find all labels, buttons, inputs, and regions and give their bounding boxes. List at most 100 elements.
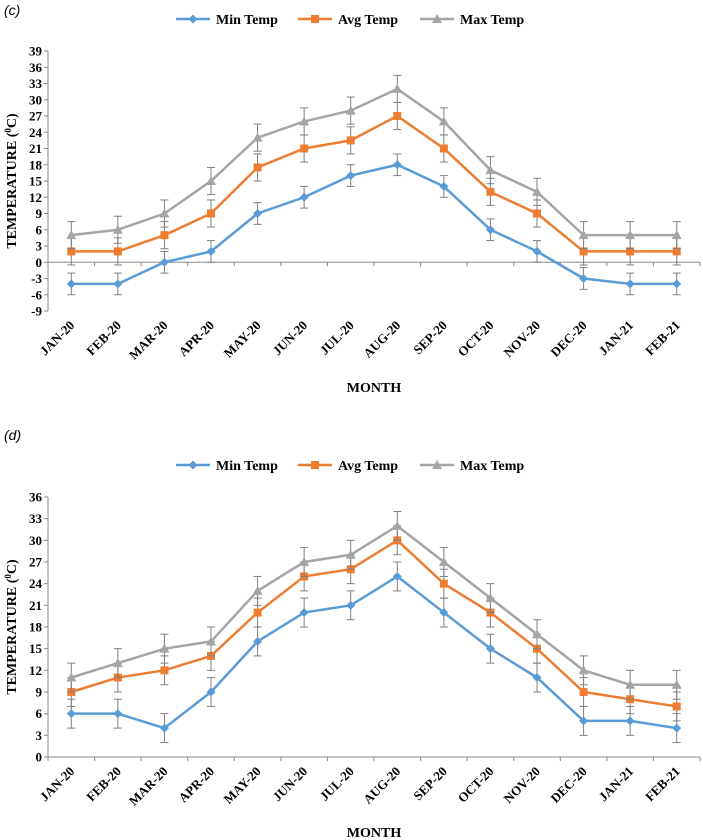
y-tick-label: 12 bbox=[29, 663, 42, 678]
data-point bbox=[579, 688, 588, 696]
data-point bbox=[67, 247, 76, 256]
data-point bbox=[486, 187, 495, 196]
y-tick-label: 24 bbox=[29, 576, 43, 591]
legend-label: Min Temp bbox=[216, 13, 278, 28]
series-line bbox=[70, 524, 677, 687]
y-tick-label: 0 bbox=[36, 255, 43, 270]
data-point bbox=[66, 672, 77, 682]
y-tick-label: 33 bbox=[29, 76, 43, 91]
y-tick-label: 21 bbox=[29, 141, 42, 156]
y-tick-label: 3 bbox=[36, 728, 43, 743]
data-point bbox=[579, 274, 589, 283]
data-point bbox=[672, 247, 681, 256]
y-axis-title-main: TEMPERATURE ( bbox=[5, 132, 20, 248]
panel-label-d: (d) bbox=[4, 427, 22, 443]
y-axis-title-end: C) bbox=[5, 113, 20, 128]
data-point bbox=[439, 579, 448, 588]
y-tick-label: 36 bbox=[29, 490, 43, 505]
x-tick-label: JAN-21 bbox=[596, 318, 637, 359]
x-tick-label: JAN-20 bbox=[37, 764, 78, 805]
x-tick-label: DEC-20 bbox=[547, 318, 589, 360]
x-tick-label: JUN-20 bbox=[270, 764, 311, 805]
data-point bbox=[438, 557, 449, 566]
data-point bbox=[439, 144, 448, 153]
data-point bbox=[532, 186, 542, 196]
data-point bbox=[112, 658, 123, 668]
data-point bbox=[206, 176, 216, 185]
y-tick-label: 18 bbox=[29, 157, 43, 172]
series-square bbox=[67, 101, 681, 266]
data-point bbox=[159, 643, 170, 653]
data-point bbox=[159, 208, 170, 218]
chart-d-svg: Min Temp Avg Temp Max Temp0369121518212427… bbox=[3, 459, 701, 840]
y-tick-label: 27 bbox=[29, 109, 43, 124]
data-point bbox=[579, 247, 588, 256]
y-tick-label: 6 bbox=[36, 222, 43, 237]
data-point bbox=[66, 279, 76, 289]
legend-marker-square bbox=[311, 461, 319, 469]
data-point bbox=[206, 636, 216, 646]
x-tick-label: MAY-20 bbox=[221, 764, 264, 807]
legend-label: Avg Temp bbox=[338, 13, 398, 28]
x-tick-label: FEB-20 bbox=[83, 318, 124, 359]
legend-marker-square bbox=[311, 15, 319, 23]
data-point bbox=[253, 163, 262, 172]
data-point bbox=[485, 593, 496, 603]
x-tick-label: SEP-20 bbox=[410, 318, 450, 358]
y-tick-label: -3 bbox=[31, 271, 42, 286]
data-point bbox=[159, 257, 169, 267]
chart-c-svg: Min Temp Avg Temp Max Temp-9-6-30369121518… bbox=[3, 13, 701, 396]
data-point bbox=[625, 279, 635, 289]
y-axis-title: TEMPERATURE (0C) bbox=[3, 559, 20, 695]
series-line bbox=[71, 574, 677, 730]
data-point bbox=[672, 723, 682, 733]
x-tick-label: JUL-20 bbox=[317, 764, 357, 804]
data-point bbox=[532, 246, 542, 256]
data-point bbox=[626, 247, 635, 256]
data-point bbox=[113, 247, 122, 256]
series-line bbox=[71, 87, 677, 237]
y-tick-label: 15 bbox=[29, 641, 43, 656]
x-tick-label: JUN-20 bbox=[270, 318, 311, 359]
y-axis-title-end: C) bbox=[5, 559, 20, 574]
data-point bbox=[671, 679, 682, 689]
x-tick-label: MAR-20 bbox=[126, 764, 171, 809]
data-point bbox=[112, 224, 123, 234]
data-point bbox=[206, 687, 216, 697]
y-tick-label: -6 bbox=[31, 287, 42, 302]
x-tick-label: MAR-20 bbox=[126, 318, 171, 363]
x-tick-label: JAN-20 bbox=[37, 318, 78, 359]
data-point bbox=[485, 165, 496, 175]
data-point bbox=[299, 557, 310, 566]
data-point bbox=[160, 666, 169, 675]
y-tick-label: 39 bbox=[29, 44, 43, 59]
chart-panel-d: (d) Min Temp Avg Temp Max Temp 0 3 6 9 12 15 18 21… bbox=[0, 425, 703, 840]
x-tick-label: OCT-20 bbox=[455, 764, 497, 806]
legend-marker-triangle bbox=[432, 14, 442, 23]
x-tick-label: MAY-20 bbox=[221, 318, 264, 361]
data-point bbox=[672, 279, 682, 289]
data-point bbox=[392, 520, 403, 530]
series-diamond bbox=[66, 153, 682, 296]
y-tick-label: 33 bbox=[29, 511, 43, 526]
x-tick-label: APR-20 bbox=[175, 764, 217, 806]
data-point bbox=[578, 230, 589, 240]
y-axis-title-sup: 0 bbox=[3, 128, 13, 133]
data-point bbox=[578, 665, 589, 675]
y-tick-label: 27 bbox=[29, 555, 43, 570]
data-point bbox=[159, 723, 169, 733]
y-axis-title: TEMPERATURE (0C) bbox=[3, 113, 20, 249]
series-line bbox=[71, 163, 677, 286]
data-point bbox=[625, 716, 635, 726]
data-point bbox=[533, 209, 541, 218]
x-tick-label: SEP-20 bbox=[410, 764, 450, 804]
data-point bbox=[253, 209, 263, 218]
y-tick-label: 36 bbox=[29, 60, 43, 75]
y-tick-label: 9 bbox=[36, 206, 43, 221]
series-triangle bbox=[66, 74, 682, 250]
data-point bbox=[252, 585, 263, 595]
data-point bbox=[253, 608, 262, 617]
data-point bbox=[345, 105, 356, 115]
y-tick-label: 30 bbox=[29, 533, 42, 548]
legend-label: Max Temp bbox=[460, 13, 524, 28]
